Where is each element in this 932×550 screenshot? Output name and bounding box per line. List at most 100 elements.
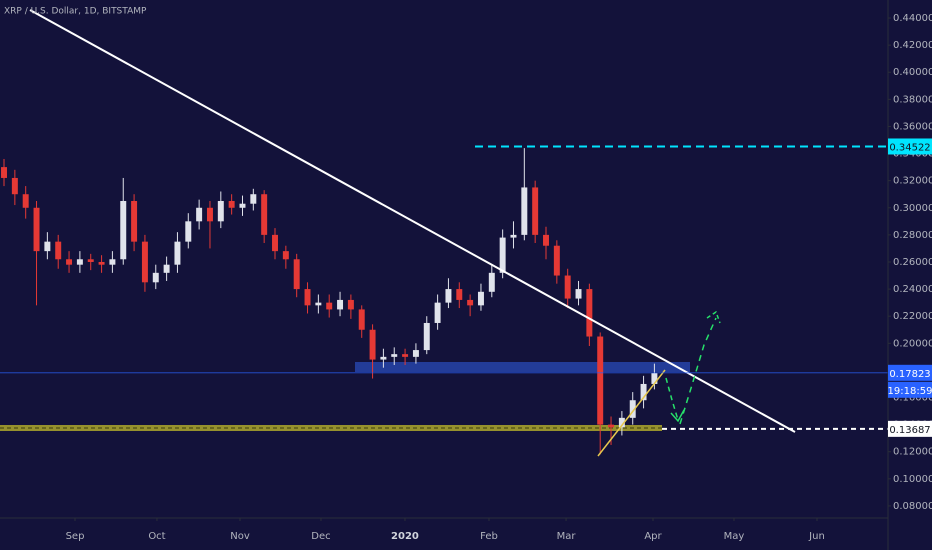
y-tick-label: 0.20000 bbox=[893, 338, 932, 349]
countdown-box bbox=[888, 381, 932, 398]
x-tick-label: Mar bbox=[557, 531, 577, 542]
candle-body bbox=[66, 259, 73, 265]
y-tick-label: 0.26000 bbox=[893, 257, 932, 268]
candle-body bbox=[44, 241, 51, 252]
candle-body bbox=[196, 207, 203, 222]
candle-body bbox=[456, 289, 463, 300]
candle-body bbox=[261, 194, 268, 235]
candle-body bbox=[423, 322, 430, 351]
candle-body bbox=[597, 336, 604, 425]
candle-body bbox=[315, 302, 322, 306]
candle-body bbox=[217, 200, 224, 222]
resistance-zone bbox=[355, 362, 690, 372]
candle-body bbox=[337, 299, 344, 310]
candle-body bbox=[564, 275, 571, 299]
candle-body bbox=[109, 259, 116, 265]
candle-body bbox=[76, 259, 83, 265]
x-tick-label: Dec bbox=[311, 531, 330, 542]
y-tick-label: 0.42000 bbox=[893, 40, 932, 51]
x-tick-label: Oct bbox=[148, 531, 165, 542]
candle-body bbox=[532, 187, 539, 235]
candle-body bbox=[87, 259, 94, 262]
down-arrow-path bbox=[665, 377, 679, 421]
candle-body bbox=[120, 200, 127, 260]
candle-body bbox=[640, 383, 647, 401]
y-tick-label: 0.30000 bbox=[893, 203, 932, 214]
countdown: 19:18:59 bbox=[888, 386, 932, 397]
candle-body bbox=[239, 203, 246, 208]
candle-body bbox=[131, 200, 138, 242]
candle-body bbox=[282, 251, 289, 260]
price-label-box bbox=[888, 138, 932, 155]
candle-body bbox=[358, 309, 365, 330]
candle-body bbox=[467, 299, 474, 306]
y-tick-label: 0.12000 bbox=[893, 447, 932, 458]
candles bbox=[1, 148, 658, 455]
price-label-box bbox=[888, 364, 932, 381]
candle-body bbox=[250, 194, 257, 204]
candle-body bbox=[477, 291, 484, 306]
candle-body bbox=[174, 241, 181, 265]
candle-body bbox=[380, 356, 387, 360]
candle-body bbox=[608, 424, 615, 428]
drawings bbox=[0, 9, 888, 457]
candle-body bbox=[510, 234, 517, 238]
y-tick-label: 0.36000 bbox=[893, 121, 932, 132]
candle-body bbox=[402, 354, 409, 357]
candle-body bbox=[11, 177, 18, 195]
y-tick-label: 0.40000 bbox=[893, 67, 932, 78]
candle-body bbox=[434, 302, 441, 323]
y-tick-label: 0.32000 bbox=[893, 176, 932, 187]
support-trend-line bbox=[597, 369, 666, 457]
candle-body bbox=[553, 245, 560, 276]
price-label: 0.17823 bbox=[889, 369, 930, 380]
price-label: 0.34522 bbox=[889, 142, 930, 153]
drawings bbox=[0, 362, 690, 431]
y-tick-label: 0.44000 bbox=[893, 13, 932, 24]
candle-body bbox=[163, 264, 170, 273]
candle-body bbox=[629, 400, 636, 418]
y-tick-label: 0.38000 bbox=[893, 94, 932, 105]
candle-body bbox=[575, 289, 582, 299]
candle-body bbox=[651, 373, 658, 384]
candle-body bbox=[228, 200, 235, 208]
candle-body bbox=[391, 354, 398, 357]
candle-body bbox=[543, 234, 549, 246]
price-axis bbox=[888, 0, 932, 550]
candle-body bbox=[304, 289, 311, 306]
candle-body bbox=[499, 237, 506, 273]
candle-body bbox=[347, 299, 354, 310]
candle-body bbox=[293, 259, 300, 290]
candle-body bbox=[272, 234, 278, 252]
candle-body bbox=[55, 241, 62, 260]
candle-body bbox=[369, 329, 376, 360]
candle-body bbox=[141, 241, 148, 283]
y-tick-label: 0.08000 bbox=[893, 501, 932, 512]
candle-body bbox=[33, 207, 40, 252]
candle-body bbox=[521, 187, 528, 235]
up-arrow-head bbox=[706, 310, 721, 324]
candle-body bbox=[586, 289, 593, 337]
candle-body bbox=[22, 194, 29, 208]
x-tick-label: Jun bbox=[808, 531, 825, 542]
y-tick-label: 0.24000 bbox=[893, 284, 932, 295]
candle-body bbox=[185, 221, 192, 242]
candle-body bbox=[618, 417, 625, 428]
candle-body bbox=[445, 289, 452, 303]
candle-body bbox=[412, 350, 419, 357]
candle-body bbox=[152, 272, 159, 283]
candle-body bbox=[1, 167, 7, 178]
candle-body bbox=[98, 261, 105, 265]
y-tick-label: 0.10000 bbox=[893, 474, 932, 485]
x-tick-label: 2020 bbox=[391, 531, 419, 542]
y-tick-label: 0.28000 bbox=[893, 230, 932, 241]
y-tick-label: 0.16000 bbox=[893, 393, 932, 404]
down-arrow-head bbox=[670, 409, 685, 423]
price-label: 0.13687 bbox=[889, 425, 930, 436]
x-tick-label: May bbox=[724, 531, 745, 542]
x-tick-label: Apr bbox=[644, 531, 662, 542]
x-tick-label: Feb bbox=[480, 531, 498, 542]
